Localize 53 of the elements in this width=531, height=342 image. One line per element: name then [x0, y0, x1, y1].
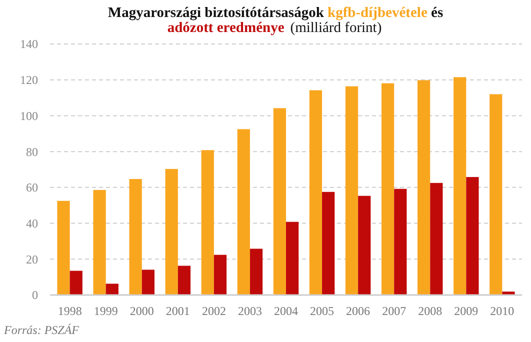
bar [490, 94, 502, 295]
y-tick-label: 120 [20, 73, 38, 88]
bar [358, 196, 371, 295]
bar [286, 222, 299, 295]
bar [165, 168, 178, 295]
y-tick-label: 0 [32, 288, 38, 302]
x-tick-label: 2005 [310, 304, 334, 318]
bar [142, 270, 154, 295]
bar [57, 200, 70, 295]
x-tick-label: 2002 [202, 304, 226, 318]
text: és [427, 5, 444, 21]
text: Forrás: PSZÁF [3, 323, 80, 337]
x-tick-label: 2001 [166, 304, 190, 318]
bar [93, 190, 106, 295]
x-tick-label: 2007 [382, 304, 406, 318]
bar [273, 108, 286, 295]
chart-subtitle: (milliárd forint) [290, 20, 382, 36]
bar [394, 188, 407, 295]
y-tick-label: 140 [20, 37, 38, 52]
bar [70, 270, 82, 295]
x-tick-label: 1998 [58, 304, 82, 318]
text: kgfb-díjbevétele [324, 5, 428, 21]
bar [201, 150, 214, 295]
bar [502, 292, 515, 295]
chart-title: Magyarországi biztosítótársaságok [108, 5, 325, 21]
y-tick-label: 60 [26, 180, 38, 195]
y-tick-label: 100 [20, 108, 38, 123]
bar [237, 129, 250, 295]
bar [178, 266, 191, 295]
x-tick-label: 2000 [130, 304, 154, 318]
y-tick-label: 80 [26, 144, 38, 159]
bar [381, 83, 394, 295]
x-tick-label: 2004 [274, 304, 298, 318]
x-tick-label: 2010 [490, 304, 514, 318]
x-tick-label: 2008 [418, 304, 442, 318]
bar [322, 192, 335, 295]
bar [250, 248, 263, 295]
x-tick-label: 2006 [346, 304, 370, 318]
bar [214, 254, 227, 295]
x-tick-label: 2009 [454, 304, 478, 318]
text: adózott eredménye [167, 20, 285, 36]
bar [418, 80, 430, 295]
y-tick-label: 40 [26, 216, 38, 230]
x-tick-label: 2003 [238, 304, 262, 318]
bar [129, 179, 142, 295]
bar [466, 177, 479, 295]
bar [345, 86, 358, 295]
x-tick-label: 1999 [94, 304, 118, 318]
bar [106, 284, 118, 295]
bar [309, 90, 322, 295]
y-tick-label: 20 [26, 252, 38, 266]
bar [454, 77, 466, 295]
bar [430, 182, 443, 295]
